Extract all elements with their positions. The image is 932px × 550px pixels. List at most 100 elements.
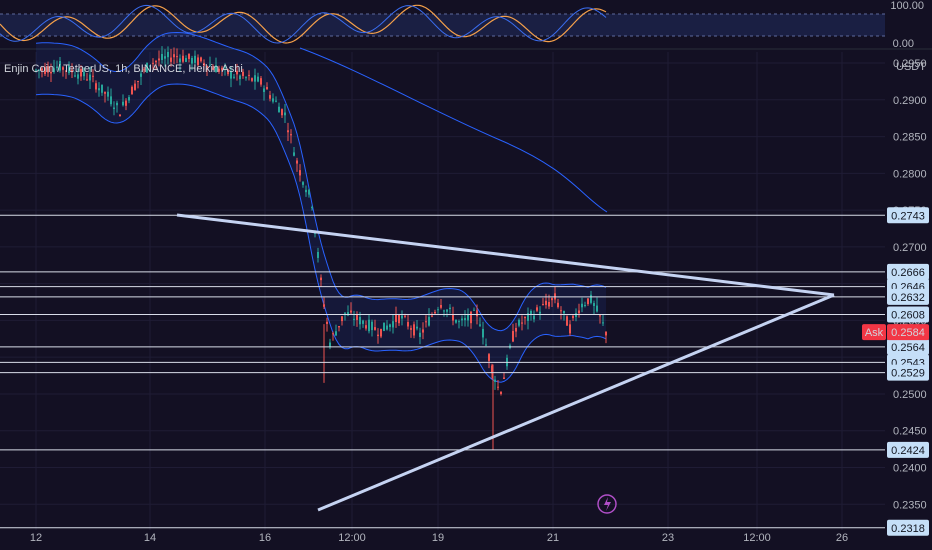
- candle-body: [185, 58, 187, 62]
- candle-body: [200, 57, 202, 62]
- candle-body: [53, 68, 55, 73]
- ask-label-box: [862, 324, 886, 341]
- candle-body: [371, 321, 373, 331]
- candle-body: [329, 342, 331, 348]
- triangle-pattern: [176, 213, 835, 512]
- moving-average: [299, 47, 608, 213]
- time-axis[interactable]: 12 14 16 12:00 19 21 23 12:00 26: [30, 532, 848, 544]
- time-tick: 12: [30, 532, 42, 544]
- candle-body: [575, 313, 577, 318]
- candle-body: [50, 71, 52, 74]
- candle-body: [167, 51, 169, 58]
- candle-body: [320, 277, 322, 281]
- time-tick: 19: [432, 532, 444, 544]
- level-tag-label: 0.2424: [891, 445, 925, 457]
- candle-body: [572, 315, 574, 319]
- candle-body: [386, 325, 388, 330]
- candle-body: [101, 84, 103, 93]
- candle-body: [224, 66, 226, 68]
- candle-body: [347, 312, 349, 316]
- candle-body: [140, 73, 142, 77]
- candle-body: [332, 333, 334, 335]
- candle-body: [431, 315, 433, 317]
- candle-body: [470, 311, 472, 324]
- ask-label: Ask: [865, 327, 884, 339]
- candle-body: [590, 294, 592, 303]
- osc-top-label: 100.00: [890, 0, 924, 12]
- candle-body: [392, 321, 394, 328]
- candle-body: [317, 251, 319, 258]
- candle-body: [569, 324, 571, 334]
- candle-body: [182, 55, 184, 62]
- candle-body: [254, 75, 256, 82]
- candle-body: [212, 67, 214, 70]
- candle-body: [236, 70, 238, 75]
- candle-body: [164, 56, 166, 59]
- level-tag-label: 0.2743: [891, 210, 925, 222]
- candle-body: [539, 311, 541, 314]
- price-tick: 0.2400: [893, 462, 927, 474]
- candle-body: [56, 66, 58, 69]
- candle-body: [581, 303, 583, 308]
- candle-body: [197, 57, 199, 66]
- candle-body: [83, 71, 85, 77]
- candle-body: [41, 68, 43, 71]
- candle-body: [422, 329, 424, 333]
- candle-body: [521, 322, 523, 324]
- level-tag: [887, 288, 929, 305]
- candle-body: [449, 307, 451, 310]
- candle-body: [272, 98, 274, 102]
- candle-body: [281, 109, 283, 116]
- candle-body: [356, 314, 358, 320]
- price-tick: 0.2450: [893, 426, 927, 438]
- candle-body: [242, 71, 244, 76]
- candle-body: [473, 309, 475, 311]
- candle-body: [290, 134, 292, 136]
- candle-body: [584, 305, 586, 307]
- candle-body: [239, 75, 241, 80]
- candle-body: [596, 305, 598, 312]
- candle-body: [257, 76, 259, 82]
- price-tick: 0.2500: [893, 389, 927, 401]
- candle-body: [410, 328, 412, 330]
- candle-body: [293, 152, 295, 156]
- candle-body: [326, 321, 328, 324]
- candle-body: [563, 310, 565, 314]
- candle-body: [419, 332, 421, 337]
- candle-body: [116, 102, 118, 106]
- level-tag-label: 0.2608: [891, 310, 925, 322]
- candle-body: [191, 57, 193, 64]
- oscillator-pane: 100.00 0.00: [0, 0, 924, 50]
- candle-body: [263, 88, 265, 92]
- candle-body: [158, 58, 160, 61]
- candle-body: [587, 298, 589, 305]
- candle-body: [296, 160, 298, 164]
- price-tick: 0.2950: [893, 58, 927, 70]
- osc-bottom-label: 0.00: [893, 38, 914, 50]
- candles: [35, 46, 607, 450]
- candle-body: [407, 322, 409, 327]
- candle-body: [377, 334, 379, 337]
- level-tag-label: 0.2632: [891, 292, 925, 304]
- candle-body: [338, 326, 340, 328]
- candle-body: [323, 304, 325, 307]
- candle-body: [404, 315, 406, 317]
- level-tag-label: 0.2564: [891, 342, 925, 354]
- lightning-icon[interactable]: [597, 494, 617, 514]
- candle-body: [530, 310, 532, 314]
- candle-body: [485, 344, 487, 346]
- candle-body: [503, 377, 505, 380]
- candle-body: [602, 322, 604, 324]
- level-tag: [887, 364, 929, 381]
- candle-body: [578, 310, 580, 314]
- candle-body: [467, 314, 469, 321]
- candle-body: [122, 101, 124, 106]
- candle-body: [161, 54, 163, 60]
- chart-title: Enjin Coin / TetherUS, 1h, BINANCE, Heik…: [4, 63, 243, 75]
- level-tag-label: 0.2529: [891, 368, 925, 380]
- candle-body: [251, 78, 253, 81]
- candle-body: [68, 65, 70, 74]
- candle-body: [125, 100, 127, 106]
- candle-body: [488, 354, 490, 361]
